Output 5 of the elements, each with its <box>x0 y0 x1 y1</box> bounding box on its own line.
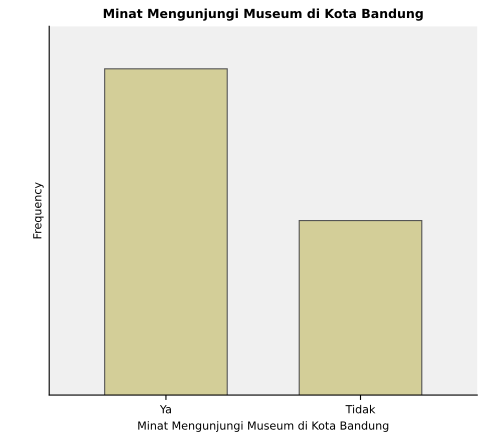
chart-title: Minat Mengunjungi Museum di Kota Bandung <box>104 8 423 21</box>
y-axis-title: Frequency <box>33 182 44 238</box>
x-tick-label: Ya <box>160 405 171 414</box>
x-axis-title: Minat Mengunjungi Museum di Kota Bandung <box>138 421 388 432</box>
x-tick-label: Tidak <box>346 404 376 414</box>
